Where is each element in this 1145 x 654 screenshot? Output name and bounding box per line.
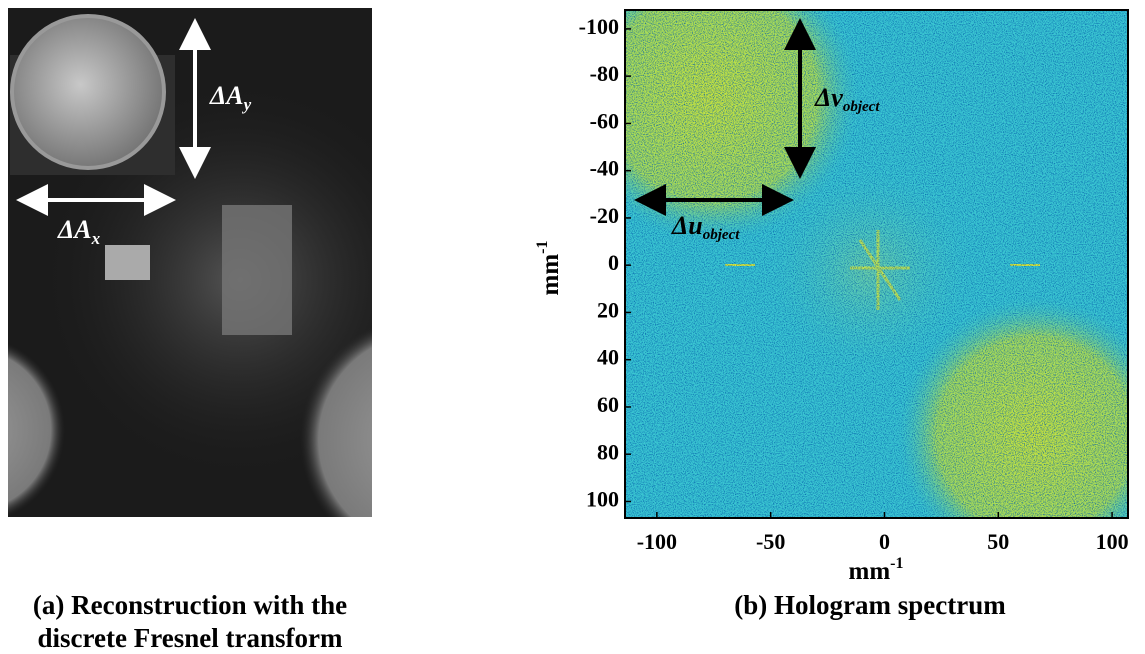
x-tick-label: -50 xyxy=(756,529,785,554)
y-tick-label: 60 xyxy=(597,392,619,417)
y-tick-label: 100 xyxy=(586,487,619,512)
x-tick-label: 0 xyxy=(879,529,890,554)
x-axis-label: mm-1 xyxy=(849,555,904,585)
y-tick-label: -80 xyxy=(590,61,619,86)
x-tick-label: -100 xyxy=(637,529,677,554)
y-tick-label: 0 xyxy=(608,250,619,275)
y-tick-label: 40 xyxy=(597,345,619,370)
y-tick-label: -20 xyxy=(590,203,619,228)
x-tick-label: 100 xyxy=(1096,529,1129,554)
y-tick-label: -100 xyxy=(579,14,619,39)
x-tick-label: 50 xyxy=(987,529,1009,554)
y-tick-label: 20 xyxy=(597,297,619,322)
spectrum-image xyxy=(562,0,1145,575)
caption-a: (a) Reconstruction with the xyxy=(33,590,347,620)
y-tick-label: -40 xyxy=(590,156,619,181)
caption-a: discrete Fresnel transform xyxy=(38,623,343,653)
y-axis-label: mm-1 xyxy=(534,241,564,296)
y-tick-label: -60 xyxy=(590,108,619,133)
figure: ΔAy ΔAx Δvobject Δuobject mm-1 mm-1 (a) … xyxy=(0,0,1145,654)
reconstruction-image xyxy=(0,8,550,565)
caption-b: (b) Hologram spectrum xyxy=(734,590,1006,620)
y-tick-label: 80 xyxy=(597,439,619,464)
page: ΔAy ΔAx Δvobject Δuobject mm-1 mm-1 (a) … xyxy=(0,0,1145,654)
